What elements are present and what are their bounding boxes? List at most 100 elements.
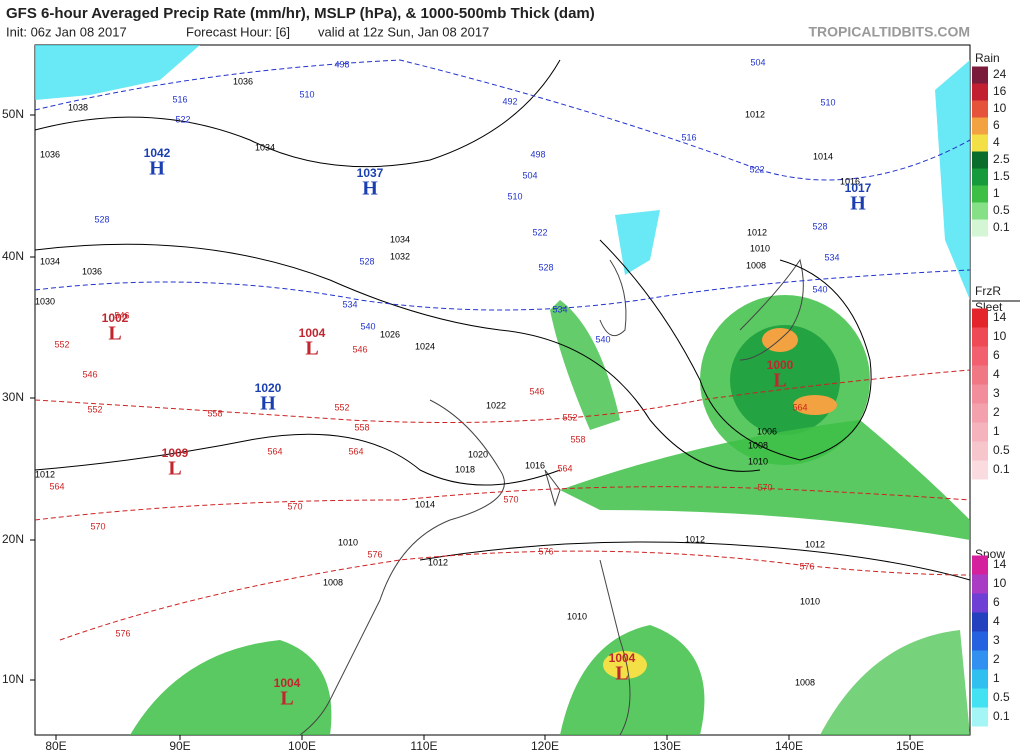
center-symbol: L: [615, 663, 628, 685]
precip: [35, 45, 970, 735]
init: Init: 06z Jan 08 2017: [6, 24, 127, 39]
thickness-label: 522: [175, 114, 190, 124]
thickness-label: 540: [360, 321, 375, 331]
thickness-label: 528: [94, 214, 109, 224]
isobar-label: 1036: [82, 266, 102, 276]
legend-label: 10: [993, 101, 1007, 115]
thickness-label: 516: [172, 94, 187, 104]
thickness-label: 552: [54, 339, 69, 349]
thickness-label: 546: [529, 386, 544, 396]
center-value: 1004: [299, 326, 326, 340]
lon-label: 120E: [531, 739, 559, 753]
center-symbol: H: [362, 178, 378, 200]
legend-swatch: [972, 441, 988, 461]
isobar-label: 1030: [35, 296, 55, 306]
thickness-label: 528: [538, 262, 553, 272]
isobar-label: 1020: [468, 449, 488, 459]
legend-label: 2: [993, 405, 1000, 419]
legend-swatch: [972, 460, 988, 480]
legend-label: 0.5: [993, 690, 1010, 704]
thickness-label: 558: [207, 408, 222, 418]
thickness-label: 564: [267, 446, 282, 456]
rain-area: [550, 300, 620, 430]
legend-swatch: [972, 134, 988, 152]
isobar-label: 1008: [795, 677, 815, 687]
snow-area: [35, 45, 200, 100]
thickness-label: 558: [570, 434, 585, 444]
isobar-label: 1024: [415, 341, 435, 351]
isobar-label: 1006: [757, 426, 777, 436]
center-value: 1004: [274, 676, 301, 690]
isobar-label: 1012: [685, 534, 705, 544]
legend-swatch: [972, 117, 988, 135]
thickness-label: 570: [90, 521, 105, 531]
isobar-label: 1010: [338, 537, 358, 547]
thickness-label: 570: [757, 482, 772, 492]
thickness-label: 528: [359, 256, 374, 266]
legend-label: 0.1: [993, 462, 1010, 476]
legend-swatch: [972, 593, 988, 613]
legend-swatch: [972, 650, 988, 670]
legend-swatch: [972, 631, 988, 651]
thickness-label: 504: [522, 170, 537, 180]
legend-swatch: [972, 219, 988, 237]
thickness-label: 540: [595, 334, 610, 344]
isobar-label: 1026: [380, 329, 400, 339]
legend-title: Rain: [975, 51, 1000, 65]
thickness-label: 546: [352, 344, 367, 354]
legend-swatch: [972, 365, 988, 385]
lon-label: 110E: [410, 739, 437, 753]
legend-swatch: [972, 422, 988, 442]
thickness-label: 546: [82, 369, 97, 379]
legend-swatch: [972, 202, 988, 220]
title: GFS 6-hour Averaged Precip Rate (mm/hr),…: [6, 5, 595, 22]
legend-label: 10: [993, 329, 1007, 343]
isobar-label: 1012: [428, 557, 448, 567]
thickness-label: 570: [503, 494, 518, 504]
legend-label: 2.5: [993, 152, 1010, 166]
rain-core: [793, 395, 837, 415]
isobar-label: 1014: [415, 499, 435, 509]
center-value: 1009: [162, 446, 189, 460]
thickness-label: 558: [354, 422, 369, 432]
lon-label: 100E: [288, 739, 316, 753]
center-value: 1037: [357, 166, 384, 180]
isobar-label: 1038: [68, 102, 88, 112]
lat-label: 20N: [2, 532, 24, 546]
legend-swatch: [972, 612, 988, 632]
isobar-label: 1016: [840, 176, 860, 186]
legend-label: 3: [993, 386, 1000, 400]
legend-swatch: [972, 403, 988, 423]
legend-label: 6: [993, 348, 1000, 362]
legend-swatch: [972, 574, 988, 594]
lon-label: 150E: [896, 739, 924, 753]
center-value: 1020: [255, 381, 282, 395]
center-symbol: H: [260, 393, 276, 415]
center-symbol: L: [305, 338, 318, 360]
legend-label: 0.5: [993, 203, 1010, 217]
isobar-label: 1012: [35, 469, 55, 479]
legend-label: 0.1: [993, 220, 1010, 234]
valid-time: valid at 12z Sun, Jan 08 2017: [318, 24, 489, 39]
thickness-label: 576: [367, 549, 382, 559]
lon-label: 80E: [45, 739, 66, 753]
lat-label: 40N: [2, 249, 24, 263]
thickness-label: 546: [114, 310, 129, 320]
isobar-label: 1010: [748, 456, 768, 466]
thickness-label: 534: [552, 304, 567, 314]
thickness-label: 498: [530, 149, 545, 159]
rain-area: [820, 630, 970, 735]
thickness-label: 528: [812, 221, 827, 231]
legend-swatch: [972, 168, 988, 186]
contours: [34, 59, 971, 641]
center-symbol: L: [168, 458, 181, 480]
legend-label: 1: [993, 186, 1000, 200]
isobar-label: 1008: [323, 577, 343, 587]
legend-swatch: [972, 555, 988, 575]
legend-swatch: [972, 83, 988, 101]
isobar-label: 1016: [525, 460, 545, 470]
legend-label: 10: [993, 576, 1007, 590]
legend-swatch: [972, 707, 988, 727]
legend-label: 24: [993, 67, 1007, 81]
